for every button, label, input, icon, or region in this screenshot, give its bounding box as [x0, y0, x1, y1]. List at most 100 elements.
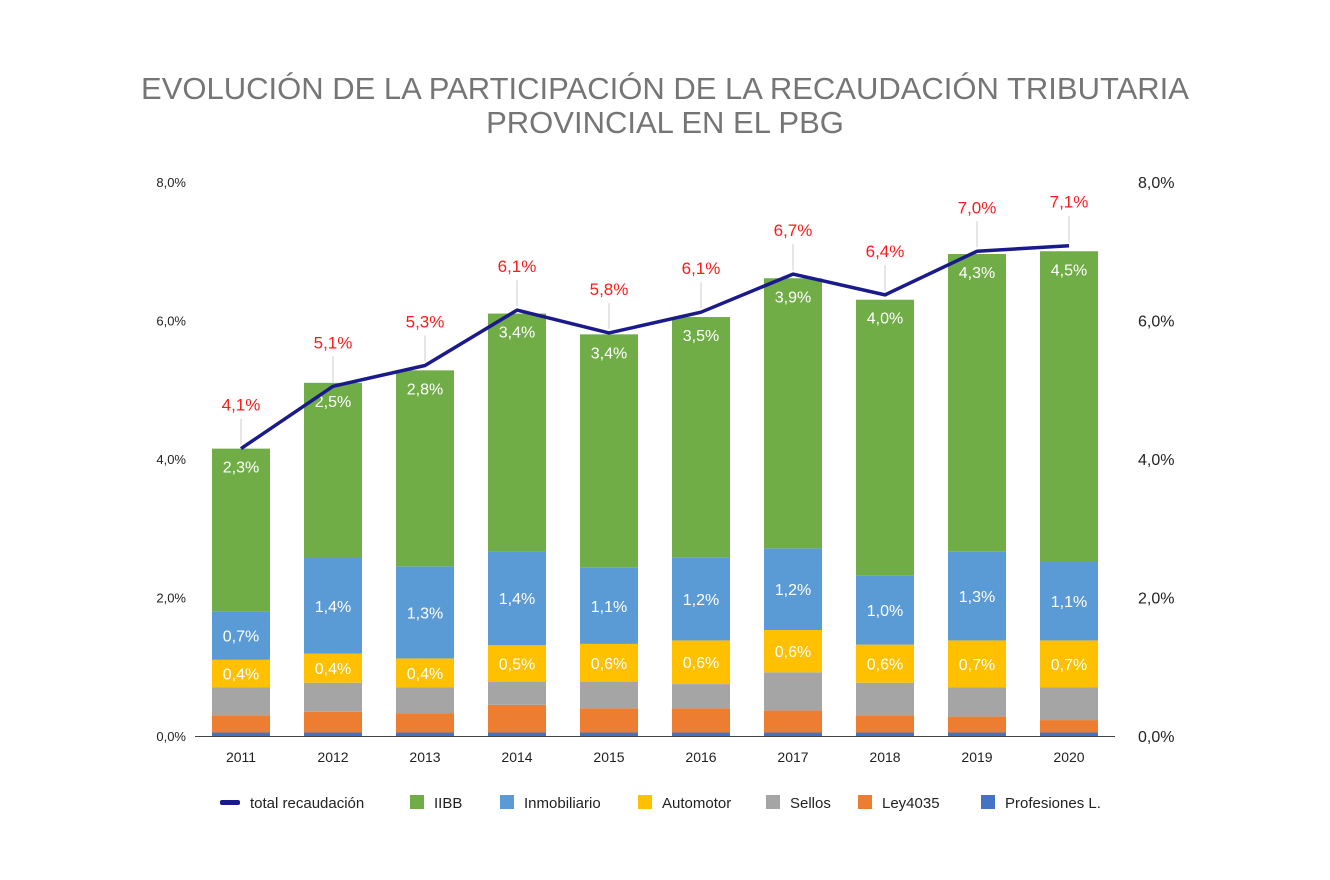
segment-value-label: 3,9%	[775, 289, 811, 306]
segment-value-label: 1,3%	[407, 605, 443, 622]
legend-label: Automotor	[662, 795, 731, 812]
chart-title-line1: EVOLUCIÓN DE LA PARTICIPACIÓN DE LA RECA…	[141, 71, 1189, 106]
bar-segment-iibb	[672, 317, 730, 558]
total-value-label: 7,1%	[1050, 193, 1089, 212]
segment-value-label: 4,3%	[959, 265, 995, 282]
segment-value-label: 0,4%	[223, 667, 259, 684]
total-value-label: 7,0%	[958, 198, 997, 217]
bar-segment-automotor	[396, 658, 454, 688]
legend-swatch	[981, 795, 995, 809]
bar-segment-sellos	[672, 684, 730, 709]
segment-value-label: 1,4%	[499, 591, 535, 608]
bar-segment-automotor	[672, 640, 730, 685]
segment-value-label: 1,1%	[591, 599, 627, 616]
bar-segment-profesiones	[212, 732, 270, 736]
x-tick-label: 2018	[869, 749, 900, 765]
legend-swatch	[410, 795, 424, 809]
segment-value-label: 4,0%	[867, 311, 903, 328]
bar-segment-automotor	[580, 643, 638, 682]
y-tick-label-left: 4,0%	[156, 452, 186, 467]
legend-label: IIBB	[434, 795, 462, 812]
bar-segment-sellos	[1040, 687, 1098, 721]
bar-segment-sellos	[212, 687, 270, 716]
bar-segment-ley4035	[212, 715, 270, 733]
total-value-label: 4,1%	[222, 396, 261, 415]
segment-value-label: 2,5%	[315, 394, 351, 411]
x-tick-label: 2012	[317, 749, 348, 765]
x-tick-label: 2011	[226, 749, 256, 765]
total-value-label: 6,1%	[498, 257, 537, 276]
bar-segment-inmobiliario	[212, 611, 270, 660]
bar-segment-sellos	[304, 682, 362, 712]
y-tick-label-left: 8,0%	[156, 175, 186, 190]
bar-segment-profesiones	[488, 732, 546, 736]
segment-value-label: 2,8%	[407, 381, 443, 398]
bar-segment-automotor	[1040, 640, 1098, 688]
bar-segment-inmobiliario	[396, 566, 454, 659]
y-tick-label-right: 0,0%	[1138, 729, 1174, 746]
segment-value-label: 3,4%	[499, 325, 535, 342]
bar-segment-sellos	[580, 681, 638, 709]
bar-segment-inmobiliario	[764, 548, 822, 631]
bar-segment-ley4035	[856, 715, 914, 733]
bar-segment-profesiones	[948, 732, 1006, 736]
segment-value-label: 0,6%	[591, 656, 627, 673]
total-value-label: 6,1%	[682, 259, 721, 278]
bar-segment-profesiones	[1040, 732, 1098, 736]
bar-segment-ley4035	[1040, 720, 1098, 733]
x-tick-label: 2017	[777, 749, 808, 765]
bar-segment-inmobiliario	[488, 551, 546, 646]
segment-value-label: 0,5%	[499, 657, 535, 674]
chart-title: EVOLUCIÓN DE LA PARTICIPACIÓN DE LA RECA…	[0, 72, 1330, 140]
bar-segment-profesiones	[304, 732, 362, 736]
segment-value-label: 1,2%	[775, 582, 811, 599]
y-tick-label-right: 2,0%	[1138, 591, 1174, 608]
bar-segment-inmobiliario	[856, 575, 914, 645]
bar-segment-automotor	[488, 645, 546, 682]
bar-segment-sellos	[396, 687, 454, 714]
legend-swatch-line	[220, 800, 240, 805]
segment-value-label: 1,1%	[1051, 594, 1087, 611]
segment-value-label: 0,4%	[315, 661, 351, 678]
total-value-label: 6,7%	[774, 221, 813, 240]
bar-segment-profesiones	[672, 732, 730, 736]
bar-segment-automotor	[212, 659, 270, 688]
total-value-label: 5,1%	[314, 333, 353, 352]
legend-swatch	[858, 795, 872, 809]
legend-label: total recaudación	[250, 795, 364, 812]
legend-label: Ley4035	[882, 795, 940, 812]
bar-segment-iibb	[212, 448, 270, 612]
bar-segment-automotor	[856, 644, 914, 683]
bar-segment-ley4035	[764, 710, 822, 733]
bar-segment-profesiones	[856, 732, 914, 736]
bar-segment-inmobiliario	[948, 551, 1006, 641]
bar-segment-iibb	[396, 370, 454, 567]
x-tick-label: 2013	[409, 749, 440, 765]
segment-value-label: 0,7%	[1051, 657, 1087, 674]
bar-segment-automotor	[764, 630, 822, 673]
bar-segment-iibb	[948, 254, 1006, 552]
bar-segment-inmobiliario	[1040, 561, 1098, 641]
segment-value-label: 0,7%	[959, 657, 995, 674]
bar-segment-ley4035	[396, 713, 454, 733]
legend-label: Sellos	[790, 795, 831, 812]
segment-value-label: 2,3%	[223, 460, 259, 477]
bar-segment-iibb	[1040, 251, 1098, 562]
bar-segment-inmobiliario	[672, 557, 730, 641]
x-tick-label: 2014	[501, 749, 532, 765]
legend-swatch	[638, 795, 652, 809]
segment-value-label: 0,4%	[407, 666, 443, 683]
bar-segment-profesiones	[580, 732, 638, 736]
y-tick-label-right: 8,0%	[1138, 175, 1174, 192]
x-tick-label: 2020	[1053, 749, 1084, 765]
legend-label: Inmobiliario	[524, 795, 601, 812]
segment-value-label: 0,6%	[867, 657, 903, 674]
segment-value-label: 0,6%	[775, 644, 811, 661]
legend-label: Profesiones L.	[1005, 795, 1101, 812]
y-tick-label-right: 4,0%	[1138, 452, 1174, 469]
x-tick-label: 2016	[685, 749, 716, 765]
bar-segment-ley4035	[672, 708, 730, 733]
x-tick-label: 2015	[593, 749, 624, 765]
legend-swatch	[766, 795, 780, 809]
